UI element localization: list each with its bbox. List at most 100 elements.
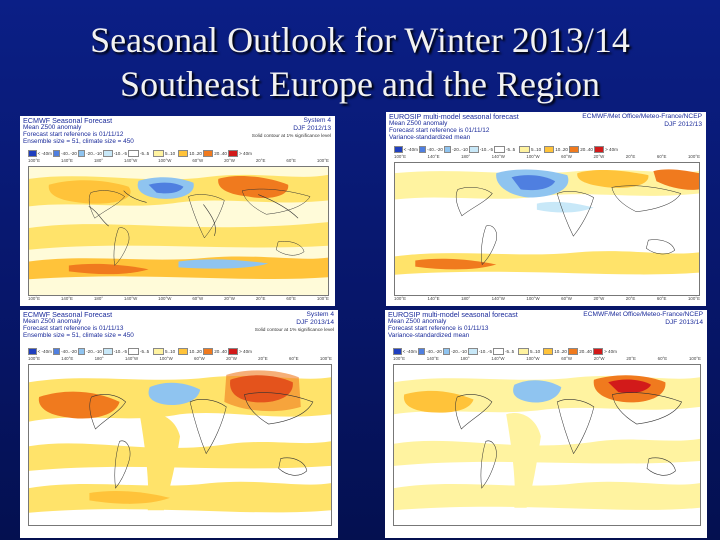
legend-label: 10..20: [555, 147, 568, 152]
forecast-panel-ecmwf-2013: ECMWF Seasonal Forecast Mean Z500 anomal…: [20, 310, 338, 538]
legend-swatch: [78, 150, 86, 157]
legend-swatch: [228, 150, 239, 157]
longitude-label: 140°W: [124, 356, 139, 361]
color-legend: < -40m -40..-20 -20..-10 -10..-5 -5..5 5…: [393, 348, 617, 355]
legend-label: > 40m: [239, 151, 252, 156]
longitude-label: 140°W: [491, 296, 505, 301]
legend-swatch: [128, 150, 139, 157]
legend-swatch: [568, 348, 579, 355]
legend-swatch: [78, 348, 86, 355]
panel-subheading: Mean Z500 anomaly: [23, 124, 82, 131]
legend-swatch: [53, 348, 61, 355]
longitude-label: 140°E: [60, 296, 73, 301]
legend-label: 20..40: [579, 349, 592, 354]
longitude-label: 100°W: [526, 296, 540, 301]
anomaly-map-graphic: [395, 163, 699, 295]
anomaly-map: [28, 166, 329, 296]
anomaly-map-graphic: [394, 365, 700, 525]
legend-swatch: [203, 348, 214, 355]
longitude-label: 100°E: [394, 296, 407, 301]
longitude-label: 20°E: [255, 296, 266, 301]
legend-swatch: [444, 146, 452, 153]
longitude-label: 100°E: [394, 154, 407, 159]
slide-title-line1: Seasonal Outlook for Winter 2013/14: [90, 20, 630, 60]
legend-label: < -40m: [37, 151, 52, 156]
legend-swatch: [468, 348, 478, 355]
longitude-label: 100°W: [526, 356, 540, 361]
longitude-label: 100°W: [159, 356, 173, 361]
legend-label: -5..5: [140, 151, 150, 156]
legend-swatch: [493, 348, 504, 355]
legend-label: > 40m: [604, 349, 617, 354]
panel-centres: ECMWF/Met Office/Meteo-France/NCEP: [583, 311, 703, 318]
panel-season: DJF 2012/13: [293, 124, 331, 132]
legend-label: 10..20: [189, 349, 202, 354]
legend-swatch: [153, 150, 164, 157]
anomaly-map: [394, 162, 700, 296]
panel-forecast-start: Forecast start reference is 01/11/13: [23, 325, 124, 332]
panel-heading: ECMWF Seasonal Forecast: [23, 116, 113, 125]
legend-swatch: [228, 348, 239, 355]
legend-swatch: [394, 146, 403, 153]
longitude-label: 140°E: [426, 356, 439, 361]
anomaly-map-graphic: [29, 365, 331, 525]
longitude-label: 60°E: [286, 296, 296, 301]
legend-label: -40..-20: [426, 349, 442, 354]
longitude-label: 100°E: [28, 158, 41, 163]
longitude-label: 20°E: [626, 356, 636, 361]
longitude-label: 60°E: [289, 356, 299, 361]
longitude-label: 60°W: [561, 296, 572, 301]
anomaly-map-graphic: [29, 167, 328, 295]
panel-heading: EUROSIP multi-model seasonal forecast: [388, 310, 518, 319]
longitude-labels-top: 100°E 140°E 180° 140°W 100°W 60°W 20°W 20°E 60°E…: [394, 154, 700, 159]
color-legend: < -40m -40..-20 -20..-10 -10..-5 -5..5 5…: [28, 348, 252, 355]
legend-swatch: [518, 348, 529, 355]
color-legend: < -40m -40..-20 -20..-10 -10..-5 -5..5 5…: [28, 150, 252, 157]
longitude-label: 20°E: [258, 356, 268, 361]
legend-swatch: [153, 348, 164, 355]
longitude-label: 20°E: [255, 158, 266, 163]
legend-label: 20..40: [214, 349, 227, 354]
legend-swatch: [469, 146, 479, 153]
longitude-label: 180°: [93, 158, 104, 163]
legend-label: -40..-20: [427, 147, 443, 152]
legend-label: 5..10: [165, 151, 176, 156]
longitude-label: 60°W: [561, 154, 572, 159]
panel-note: Solid contour at 1% significance level: [254, 328, 334, 333]
legend-swatch: [594, 146, 605, 153]
longitude-label: 180°: [460, 356, 470, 361]
longitude-label: 60°E: [657, 356, 668, 361]
legend-swatch: [419, 146, 427, 153]
longitude-label: 180°: [461, 296, 471, 301]
longitude-label: 100°E: [28, 356, 41, 361]
longitude-label: 60°W: [192, 158, 204, 163]
legend-label: 5..10: [531, 147, 542, 152]
anomaly-map: [28, 364, 332, 526]
longitude-label: 60°W: [194, 356, 205, 361]
legend-swatch: [53, 150, 61, 157]
longitude-labels-top: 100°E 140°E 180° 140°W 100°W 60°W 20°W 20°E 60°E…: [393, 356, 701, 361]
legend-label: -20..-10: [86, 349, 102, 354]
legend-label: < -40m: [37, 349, 52, 354]
legend-label: -10..-5: [478, 349, 492, 354]
panel-variance-info: Variance-standardized mean: [389, 134, 471, 141]
forecast-panel-eurosip-2012: EUROSIP multi-model seasonal forecast Me…: [386, 112, 706, 306]
legend-swatch: [418, 348, 426, 355]
longitude-label: 140°E: [60, 158, 73, 163]
legend-swatch: [178, 150, 189, 157]
longitude-label: 140°E: [61, 356, 74, 361]
color-legend: < -40m -40..-20 -20..-10 -10..-5 -5..5 5…: [394, 146, 618, 153]
longitude-labels-bottom: 100°E 140°E 180° 140°W 100°W 60°W 20°W 20°E 60°E…: [394, 296, 700, 301]
legend-swatch: [569, 146, 580, 153]
legend-label: -40..-20: [61, 349, 77, 354]
panel-forecast-start: Forecast start reference is 01/11/12: [389, 127, 490, 134]
panel-variance-info: Variance-standardized mean: [388, 332, 470, 339]
longitude-label: 60°E: [286, 158, 296, 163]
longitude-label: 20°W: [224, 296, 235, 301]
legend-swatch: [443, 348, 451, 355]
legend-swatch: [543, 348, 554, 355]
longitude-label: 20°W: [226, 356, 237, 361]
longitude-label: 100°W: [158, 296, 172, 301]
longitude-label: 100°W: [158, 158, 172, 163]
legend-swatch: [593, 348, 604, 355]
